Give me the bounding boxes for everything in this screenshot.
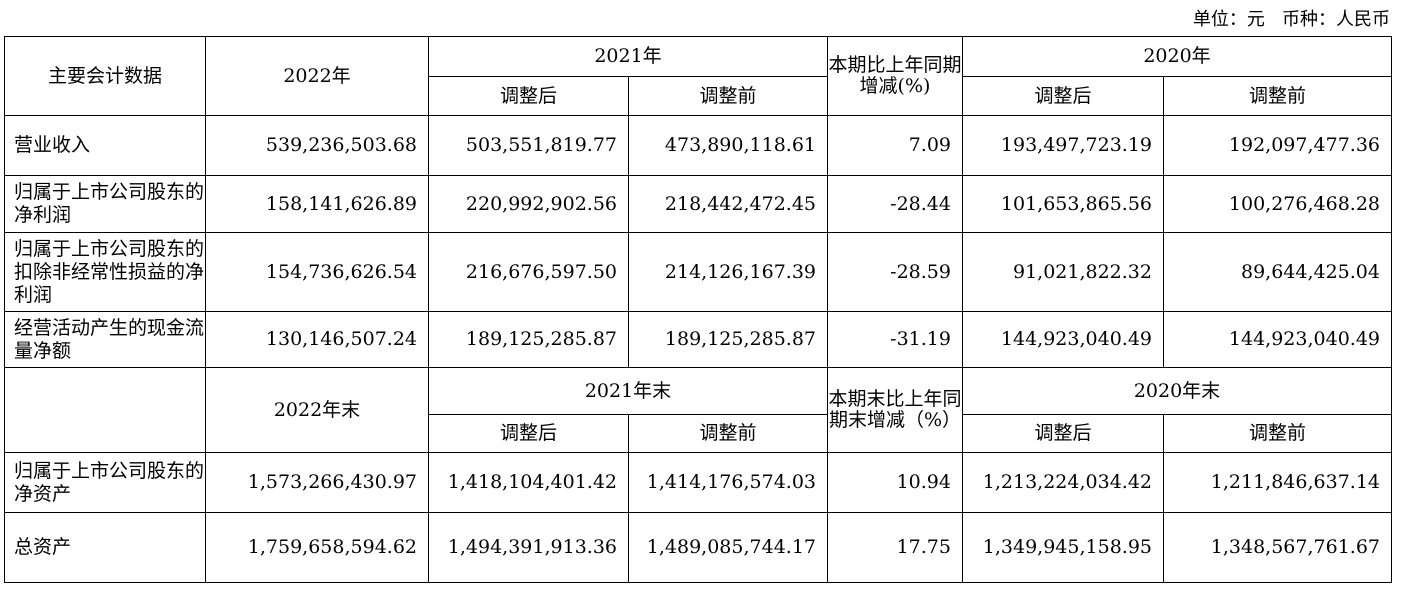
table-row: 总资产 1,759,658,594.62 1,494,391,913.36 1,… <box>4 512 1392 583</box>
header-2021-end: 2021年末 <box>428 367 828 415</box>
row-label: 经营活动产生的现金流量净额 <box>4 311 206 368</box>
header-2022-end: 2022年末 <box>205 367 429 453</box>
cell-2020-before: 100,276,468.28 <box>1163 175 1392 233</box>
header-change-end: 本期末比上年同期末增减（%） <box>827 367 963 453</box>
cell-2021-after: 220,992,902.56 <box>428 175 629 233</box>
cell-2021-before: 1,414,176,574.03 <box>628 452 828 513</box>
cell-2020-after: 1,213,224,034.42 <box>962 452 1164 513</box>
table-row: 归属于上市公司股东的净资产 1,573,266,430.97 1,418,104… <box>4 452 1392 513</box>
header-2020-end-adjusted-after: 调整后 <box>962 414 1164 453</box>
cell-2021-after: 189,125,285.87 <box>428 311 629 368</box>
cell-2020-before: 1,348,567,761.67 <box>1163 512 1392 583</box>
cell-change: 7.09 <box>827 115 963 176</box>
cell-2020-after: 1,349,945,158.95 <box>962 512 1164 583</box>
cell-2020-before: 192,097,477.36 <box>1163 115 1392 176</box>
key-accounting-data-table: 主要会计数据 2022年 2021年 本期比上年同期增减(%) 2020年 调整… <box>4 36 1392 583</box>
cell-2020-after: 91,021,822.32 <box>962 232 1164 312</box>
cell-2020-after: 101,653,865.56 <box>962 175 1164 233</box>
header-2020-adjusted-before: 调整前 <box>1163 76 1392 116</box>
header-2022: 2022年 <box>205 36 429 116</box>
cell-2020-before: 89,644,425.04 <box>1163 232 1392 312</box>
row-label: 归属于上市公司股东的扣除非经常性损益的净利润 <box>4 232 206 312</box>
row-label: 总资产 <box>4 512 206 583</box>
table-row: 归属于上市公司股东的净利润 158,141,626.89 220,992,902… <box>4 175 1392 233</box>
cell-2022: 1,759,658,594.62 <box>205 512 429 583</box>
cell-2022: 130,146,507.24 <box>205 311 429 368</box>
header-2020-end-adjusted-before: 调整前 <box>1163 414 1392 453</box>
cell-change: 17.75 <box>827 512 963 583</box>
header-row-adjust: 调整后 调整前 调整后 调整前 <box>5 76 1392 116</box>
cell-2022: 1,573,266,430.97 <box>205 452 429 513</box>
cell-2020-after: 144,923,040.49 <box>962 311 1164 368</box>
cell-2020-before: 1,211,846,637.14 <box>1163 452 1392 513</box>
cell-2022: 539,236,503.68 <box>205 115 429 176</box>
header-metric-empty <box>4 367 206 453</box>
header-2021: 2021年 <box>428 36 828 77</box>
cell-2021-after: 1,494,391,913.36 <box>428 512 629 583</box>
cell-2022: 154,736,626.54 <box>205 232 429 312</box>
header-2020: 2020年 <box>962 36 1392 77</box>
row-label: 归属于上市公司股东的净利润 <box>4 175 206 233</box>
unit-currency-note: 单位：元 币种：人民币 <box>1192 9 1390 30</box>
cell-2021-before: 1,489,085,744.17 <box>628 512 828 583</box>
cell-change: -28.44 <box>827 175 963 233</box>
cell-2021-after: 503,551,819.77 <box>428 115 629 176</box>
row-label: 归属于上市公司股东的净资产 <box>4 452 206 513</box>
header-change: 本期比上年同期增减(%) <box>827 36 963 116</box>
cell-2021-before: 189,125,285.87 <box>628 311 828 368</box>
table-row: 归属于上市公司股东的扣除非经常性损益的净利润 154,736,626.54 21… <box>4 232 1392 312</box>
header-row-adjust-end: 调整后 调整前 调整后 调整前 <box>5 414 1392 453</box>
cell-2021-before: 218,442,472.45 <box>628 175 828 233</box>
cell-2021-after: 216,676,597.50 <box>428 232 629 312</box>
cell-change: -31.19 <box>827 311 963 368</box>
header-2020-adjusted-after: 调整后 <box>962 76 1164 116</box>
cell-2021-before: 214,126,167.39 <box>628 232 828 312</box>
cell-2020-after: 193,497,723.19 <box>962 115 1164 176</box>
header-row-period-end: 2022年末 2021年末 本期末比上年同期末增减（%） 2020年末 <box>4 367 1392 453</box>
cell-2022: 158,141,626.89 <box>205 175 429 233</box>
header-2020-end: 2020年末 <box>962 367 1392 415</box>
row-label: 营业收入 <box>4 115 206 176</box>
cell-change: 10.94 <box>827 452 963 513</box>
header-2021-end-adjusted-before: 调整前 <box>628 414 828 453</box>
header-row-years: 主要会计数据 2022年 2021年 本期比上年同期增减(%) 2020年 <box>4 36 1392 116</box>
header-2021-end-adjusted-after: 调整后 <box>428 414 629 453</box>
cell-2021-after: 1,418,104,401.42 <box>428 452 629 513</box>
cell-change: -28.59 <box>827 232 963 312</box>
cell-2020-before: 144,923,040.49 <box>1163 311 1392 368</box>
header-2021-adjusted-after: 调整后 <box>428 76 629 116</box>
table-row: 营业收入 539,236,503.68 503,551,819.77 473,8… <box>4 115 1392 176</box>
cell-2021-before: 473,890,118.61 <box>628 115 828 176</box>
header-2021-adjusted-before: 调整前 <box>628 76 828 116</box>
header-metric: 主要会计数据 <box>4 36 206 116</box>
table-row: 经营活动产生的现金流量净额 130,146,507.24 189,125,285… <box>4 311 1392 368</box>
